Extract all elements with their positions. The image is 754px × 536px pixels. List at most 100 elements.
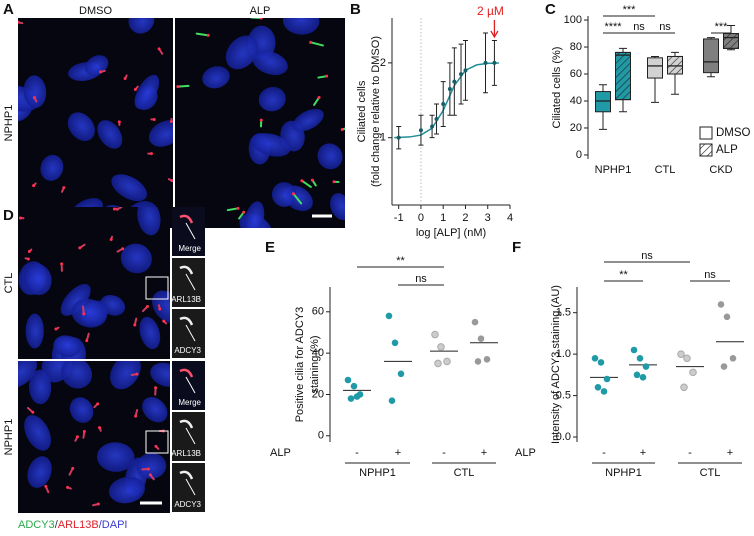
- basal-body: [259, 118, 263, 122]
- basal-body: [32, 96, 36, 100]
- basal-body: [134, 414, 138, 418]
- basal-body: [31, 410, 35, 414]
- data-point: [477, 335, 485, 342]
- basal-body: [176, 85, 180, 89]
- inset-cilium: [179, 470, 194, 480]
- nucleus: [139, 316, 161, 350]
- data-point: [471, 318, 479, 326]
- y-tick-label: 1.0: [556, 348, 571, 360]
- x-tick-label: 1: [440, 212, 446, 224]
- basal-body: [133, 87, 137, 91]
- inset-cilium: [179, 419, 194, 429]
- nucleus: [252, 50, 288, 76]
- basal-body: [309, 40, 313, 44]
- basal-body: [82, 429, 86, 433]
- x-tick-label: -: [688, 447, 692, 459]
- nucleus: [69, 397, 94, 423]
- inset-cilium: [179, 265, 194, 275]
- inset-label: ADCY3: [174, 500, 201, 509]
- micrograph: [18, 207, 170, 359]
- nucleus: [24, 415, 51, 451]
- micrograph: [175, 18, 345, 228]
- x-tick-label: 3: [485, 212, 491, 224]
- y-axis-label: Ciliated cells: [356, 80, 368, 142]
- nucleus: [53, 335, 81, 357]
- data-point: [729, 354, 737, 362]
- caption-part: ADCY3: [18, 519, 55, 531]
- data-point: [633, 371, 641, 379]
- x-tick-label: CTL: [655, 164, 676, 176]
- nucleus: [292, 108, 324, 132]
- column-label: DMSO: [79, 5, 112, 17]
- basal-body: [332, 180, 336, 184]
- inset-label: ARL13B: [171, 449, 201, 458]
- nucleus: [282, 18, 320, 35]
- roi-box: [145, 430, 169, 454]
- nucleus: [243, 201, 265, 228]
- y-tick-label: 20: [570, 122, 582, 134]
- nucleus: [128, 18, 155, 34]
- inset-arrow: [185, 324, 196, 342]
- data-point: [418, 128, 423, 133]
- x-axis-label: log [ALP] (nM): [416, 227, 486, 239]
- y-tick-label: 80: [570, 41, 582, 53]
- inset-cilium: [179, 368, 194, 378]
- basal-body: [78, 246, 82, 250]
- nucleus: [28, 369, 52, 405]
- nucleus: [61, 361, 92, 389]
- data-point: [437, 343, 445, 351]
- data-point: [434, 359, 442, 368]
- x-tick-label: +: [481, 447, 487, 459]
- x-tick-label: 4: [507, 212, 513, 224]
- nucleus: [23, 75, 47, 109]
- basal-body: [300, 179, 304, 183]
- nucleus: [111, 174, 147, 202]
- cilium: [292, 192, 303, 205]
- legend-swatch: [699, 126, 713, 140]
- nucleus: [150, 362, 170, 387]
- nucleus: [271, 182, 297, 207]
- inset: [172, 463, 205, 512]
- basal-body: [162, 319, 166, 323]
- x-tick-label: NPHP1: [595, 164, 632, 176]
- y-tick-label: 0.5: [556, 389, 571, 401]
- nucleus: [225, 35, 259, 70]
- box-hatch: [615, 51, 631, 101]
- inset-cilium: [179, 316, 194, 326]
- y-tick-label: 0.0: [556, 431, 571, 443]
- basal-body: [135, 372, 139, 376]
- panel-label: D: [3, 207, 14, 224]
- inset: [172, 361, 205, 410]
- data-point: [430, 124, 435, 129]
- panel-label: C: [545, 1, 556, 18]
- annotation: 2 µM: [477, 4, 504, 18]
- panel-label: F: [512, 239, 521, 256]
- nucleus: [18, 361, 37, 388]
- inset: [172, 207, 205, 256]
- data-point: [603, 375, 611, 383]
- cilium: [250, 18, 263, 20]
- basal-body: [66, 485, 70, 489]
- data-point: [639, 374, 647, 381]
- micrograph: [18, 18, 173, 228]
- data-point: [636, 354, 644, 362]
- basal-body: [18, 20, 20, 24]
- y-tick-label: 1: [380, 132, 386, 144]
- cilium: [313, 96, 321, 106]
- x-tick-label: +: [727, 447, 733, 459]
- basal-body: [99, 70, 103, 74]
- box: [647, 57, 663, 79]
- basal-body: [82, 312, 86, 316]
- y-tick-label: 40: [570, 95, 582, 107]
- basal-body: [236, 206, 240, 210]
- legend-swatch: [699, 143, 713, 157]
- nucleus: [258, 86, 286, 112]
- inset-arrow: [185, 427, 196, 445]
- data-point: [594, 383, 602, 391]
- basal-body: [123, 77, 127, 81]
- inset-label: ARL13B: [171, 295, 201, 304]
- basal-body: [18, 216, 22, 220]
- bracket-label: ns: [633, 21, 645, 33]
- data-point: [459, 72, 464, 77]
- basal-body: [259, 18, 263, 20]
